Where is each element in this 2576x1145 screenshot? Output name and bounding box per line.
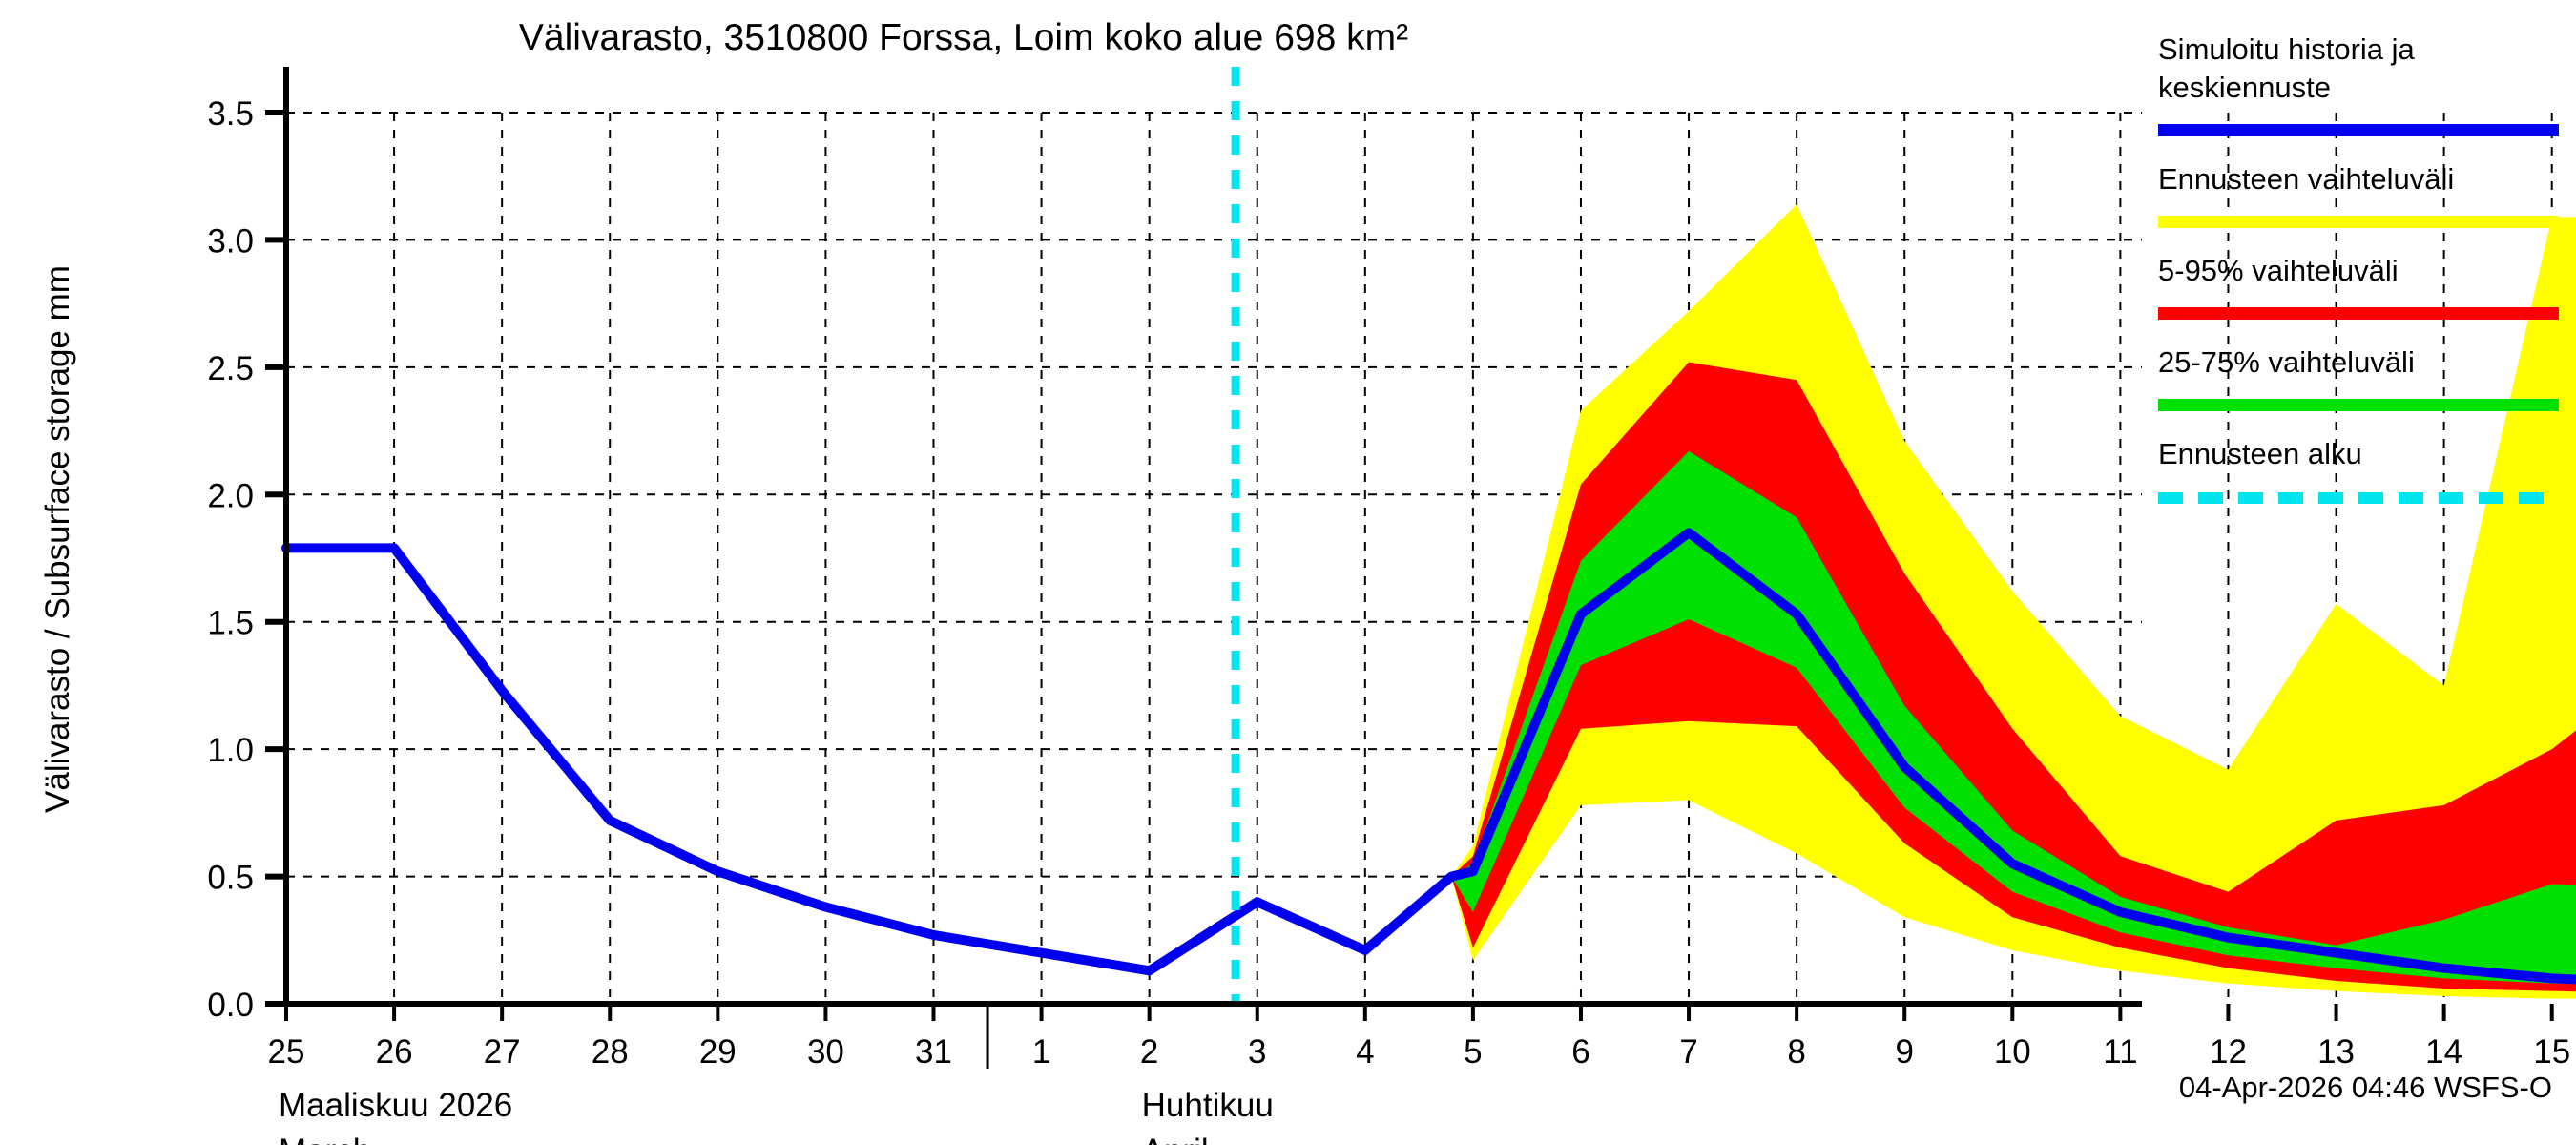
legend-label: 25-75% vaihteluväli [2158,345,2415,379]
x-tick-label: 31 [915,1033,952,1071]
x-tick-label: 9 [1895,1033,1913,1071]
x-tick-label: 30 [807,1033,844,1071]
history-line [281,543,1262,976]
x-tick-label: 3 [1248,1033,1266,1071]
y-tick-label: 3.5 [207,95,254,133]
y-tick-label: 3.0 [207,222,254,260]
footer-timestamp: 04-Apr-2026 04:46 WSFS-O [2179,1071,2552,1104]
page-title: Välivarasto, 3510800 Forssa, Loim koko a… [519,17,1408,58]
x-tick-label: 25 [268,1033,305,1071]
legend-label: keskiennuste [2158,71,2331,104]
x-axis-ticks: 252627282930311234567891011121314151617 [268,1004,2570,1071]
month-label-en: April [1142,1133,1209,1145]
month-label-fi: Maaliskuu 2026 [279,1087,512,1124]
forecast-bands [1451,204,2576,999]
plot-frame [283,67,2142,1069]
forecast-lines [281,528,2576,985]
x-tick-label: 12 [2210,1033,2247,1071]
x-tick-label: 14 [2425,1033,2462,1071]
legend-swatch-range-5-95 [2158,307,2559,320]
chart-legend: Simuloitu historia ja keskiennuste Ennuste… [2158,32,2559,504]
y-tick-label: 0.5 [207,860,254,897]
legend-swatch-range-25-75 [2158,399,2559,411]
month-label-fi: Huhtikuu [1142,1087,1274,1124]
mean-forecast-line [1252,528,2576,985]
month-labels: Maaliskuu 2026 March Huhtikuu April [279,1087,1274,1145]
legend-label: Simuloitu historia ja [2158,32,2416,66]
legend-label: 5-95% vaihteluväli [2158,254,2399,287]
y-axis-label: Välivarasto / Subsurface storage mm [39,265,76,813]
month-label-en: March [279,1133,371,1145]
y-tick-label: 1.5 [207,605,254,642]
x-tick-label: 27 [484,1033,521,1071]
y-tick-label: 2.5 [207,350,254,387]
x-tick-label: 15 [2533,1033,2570,1071]
x-tick-label: 10 [1994,1033,2031,1071]
legend-label: Ennusteen vaihteluväli [2158,162,2454,196]
x-tick-label: 2 [1140,1033,1158,1071]
x-tick-label: 1 [1032,1033,1050,1071]
y-tick-label: 0.0 [207,987,254,1024]
x-tick-label: 8 [1787,1033,1805,1071]
legend-swatch-mean-forecast [2158,124,2559,136]
x-tick-label: 4 [1356,1033,1374,1071]
x-tick-label: 11 [2103,1033,2137,1071]
x-tick-label: 7 [1679,1033,1697,1071]
legend-label: Ennusteen alku [2158,437,2362,470]
x-tick-label: 26 [376,1033,413,1071]
y-tick-label: 1.0 [207,732,254,769]
legend-swatch-forecast-range [2158,216,2559,228]
x-tick-label: 28 [592,1033,629,1071]
x-tick-label: 6 [1571,1033,1589,1071]
band-25-75 [1451,450,2576,985]
x-tick-label: 5 [1464,1033,1482,1071]
x-tick-label: 13 [2317,1033,2355,1071]
x-tick-label: 29 [699,1033,737,1071]
y-tick-label: 2.0 [207,477,254,514]
y-axis-ticks: 0.0 0.5 1.0 1.5 2.0 2.5 3.0 3.5 [207,95,286,1024]
